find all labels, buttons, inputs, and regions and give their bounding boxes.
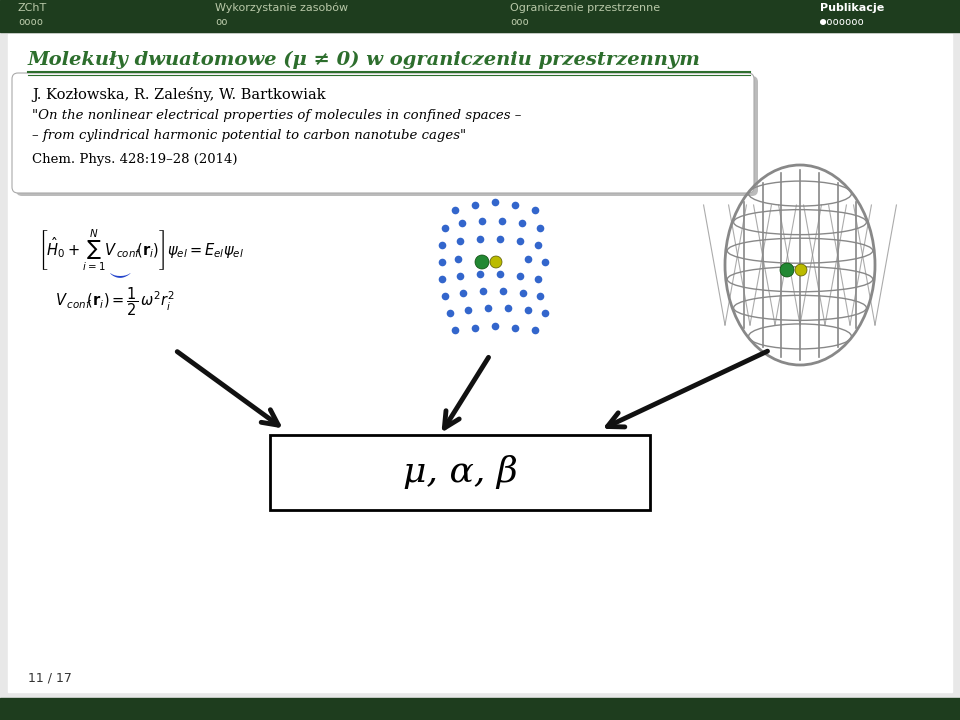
Text: – from cylindrical harmonic potential to carbon nanotube cages": – from cylindrical harmonic potential to… xyxy=(32,130,467,143)
Circle shape xyxy=(780,263,794,277)
Text: "On the nonlinear electrical properties of molecules in confined spaces –: "On the nonlinear electrical properties … xyxy=(32,109,521,122)
Text: oooo: oooo xyxy=(18,17,43,27)
Text: Ograniczenie przestrzenne: Ograniczenie przestrzenne xyxy=(510,3,660,13)
Text: Wykorzystanie zasobów: Wykorzystanie zasobów xyxy=(215,3,348,13)
Text: 11 / 17: 11 / 17 xyxy=(28,672,72,685)
Bar xyxy=(0,698,960,720)
FancyBboxPatch shape xyxy=(12,73,754,193)
Circle shape xyxy=(475,255,489,269)
Text: Publikacje: Publikacje xyxy=(820,3,884,13)
Text: μ, α, β: μ, α, β xyxy=(402,455,517,489)
Bar xyxy=(270,435,650,510)
Text: oo: oo xyxy=(215,17,228,27)
Text: ●oooooo: ●oooooo xyxy=(820,17,864,27)
Circle shape xyxy=(490,256,502,268)
Text: J. Kozłowska, R. Zaleśny, W. Bartkowiak: J. Kozłowska, R. Zaleśny, W. Bartkowiak xyxy=(32,88,325,102)
Text: Molekuły dwuatomowe (μ ≠ 0) w ograniczeniu przestrzennym: Molekuły dwuatomowe (μ ≠ 0) w ograniczen… xyxy=(28,51,701,69)
Text: $V_{\,conf}\!\left(\mathbf{r}_i\right)=\dfrac{1}{2}\,\omega^2 r_i^2$: $V_{\,conf}\!\left(\mathbf{r}_i\right)=\… xyxy=(55,286,175,318)
Bar xyxy=(0,0,960,32)
Text: $\smile$: $\smile$ xyxy=(104,263,132,283)
Text: Chem. Phys. 428:19–28 (2014): Chem. Phys. 428:19–28 (2014) xyxy=(32,153,237,166)
Text: ooo: ooo xyxy=(510,17,529,27)
Text: ZChT: ZChT xyxy=(18,3,47,13)
Circle shape xyxy=(795,264,807,276)
Text: $\left[\hat{H}_0+\sum_{i=1}^{N}V_{\,conf}\!\left(\mathbf{r}_i\right)\right]\psi_: $\left[\hat{H}_0+\sum_{i=1}^{N}V_{\,conf… xyxy=(38,228,244,273)
FancyBboxPatch shape xyxy=(16,76,758,196)
